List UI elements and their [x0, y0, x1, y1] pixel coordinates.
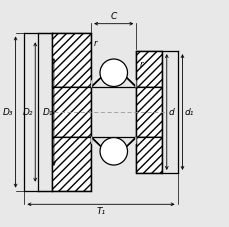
Polygon shape	[136, 51, 161, 87]
Text: r: r	[139, 60, 142, 69]
Polygon shape	[122, 137, 136, 151]
Text: D₃: D₃	[3, 108, 14, 116]
Polygon shape	[136, 87, 161, 137]
Circle shape	[100, 138, 127, 165]
Polygon shape	[122, 73, 136, 87]
Text: r: r	[94, 39, 97, 48]
Text: D₂: D₂	[23, 108, 33, 116]
Polygon shape	[136, 137, 161, 173]
Polygon shape	[91, 137, 104, 151]
Text: d: d	[168, 108, 174, 116]
Polygon shape	[91, 73, 104, 87]
Text: d₁: d₁	[184, 108, 193, 116]
Circle shape	[100, 59, 127, 86]
Polygon shape	[52, 87, 91, 137]
Text: C: C	[110, 12, 116, 21]
Polygon shape	[52, 137, 91, 190]
Text: D₁: D₁	[42, 108, 53, 116]
Text: T₁: T₁	[96, 207, 105, 216]
Polygon shape	[52, 34, 91, 87]
